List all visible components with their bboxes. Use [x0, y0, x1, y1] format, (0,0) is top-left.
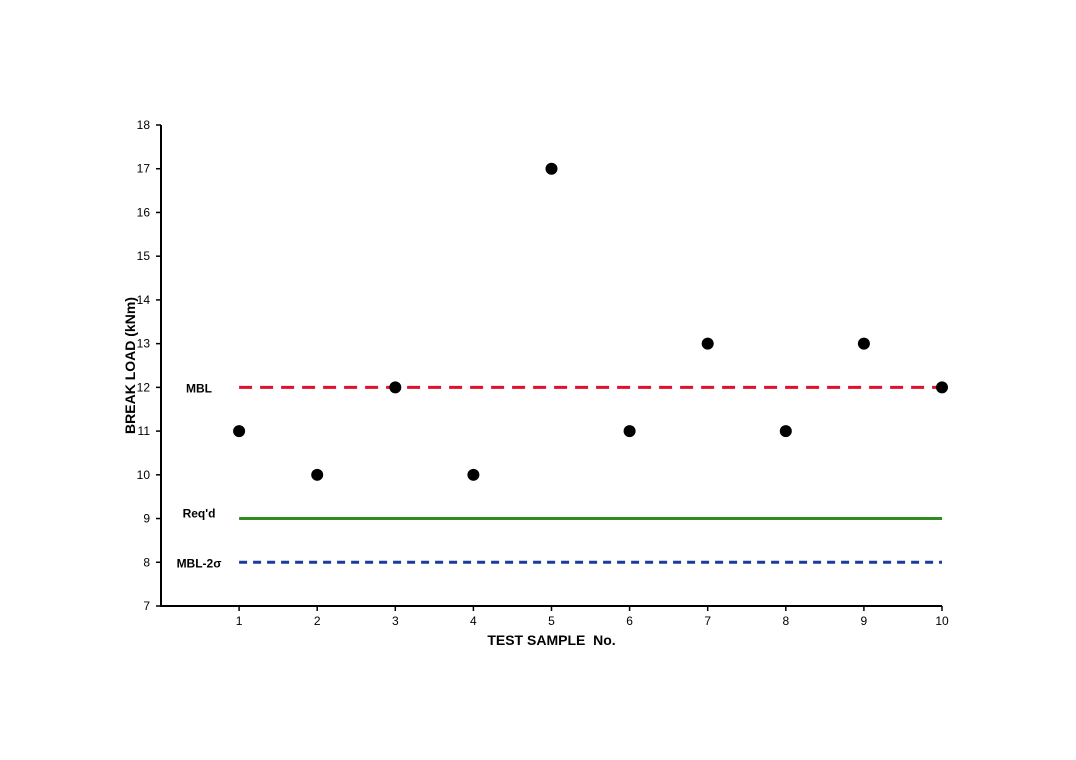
data-point: [857, 337, 870, 350]
data-point: [545, 162, 558, 175]
data-point: [233, 425, 246, 438]
data-point: [389, 381, 402, 394]
x-tick-label: 10: [935, 614, 949, 628]
data-point: [779, 425, 792, 438]
data-point: [936, 381, 948, 394]
y-tick-label: 14: [137, 293, 151, 307]
y-tick-label: 7: [143, 599, 150, 613]
x-tick-label: 7: [704, 614, 711, 628]
x-tick-label: 6: [626, 614, 633, 628]
data-points: [233, 162, 948, 481]
reference-line-label: MBL: [186, 381, 212, 395]
x-tick-label: 3: [392, 614, 399, 628]
data-point: [311, 468, 324, 481]
reference-line-label: MBL-2σ: [177, 556, 222, 570]
y-axis-title: BREAK LOAD (kNm): [122, 297, 138, 434]
x-tick-label: 1: [236, 614, 243, 628]
y-tick-label: 18: [137, 118, 151, 132]
x-tick-label: 5: [548, 614, 555, 628]
y-tick-label: 17: [137, 162, 151, 176]
y-tick-label: 11: [138, 424, 151, 438]
data-point: [701, 337, 714, 350]
x-tick-label: 4: [470, 614, 477, 628]
y-tick-label: 15: [137, 249, 151, 263]
y-axis-ticks: 7 8 9 10 11 12 13 14 15 16 17 18: [137, 118, 161, 613]
x-axis-title: TEST SAMPLE No.: [487, 632, 615, 648]
y-tick-label: 9: [143, 512, 150, 526]
x-axis-ticks: 1 2 3 4 5 6 7 8 9 10: [236, 606, 949, 628]
x-tick-label: 2: [314, 614, 321, 628]
y-tick-label: 10: [137, 468, 151, 482]
reference-line-label: Req'd: [183, 507, 216, 521]
data-point: [467, 468, 480, 481]
x-tick-label: 8: [782, 614, 789, 628]
data-point: [623, 425, 636, 438]
reference-lines: MBL Req'd MBL-2σ: [177, 381, 942, 570]
y-tick-label: 13: [137, 337, 151, 351]
x-tick-label: 9: [861, 614, 868, 628]
y-tick-label: 8: [143, 555, 150, 569]
y-tick-label: 12: [137, 380, 151, 394]
y-tick-label: 16: [137, 205, 151, 219]
